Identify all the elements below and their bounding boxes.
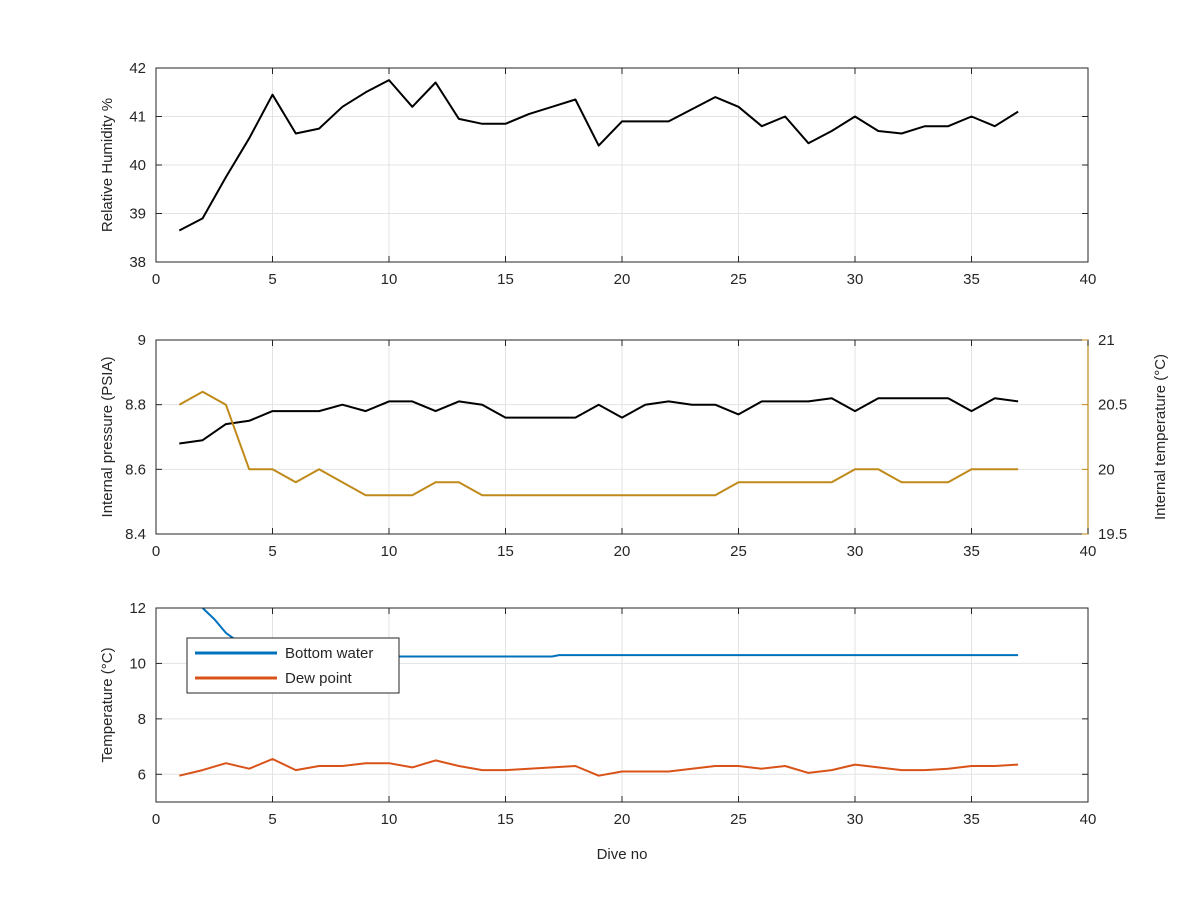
y-tick-label-right: 20.5 [1098,397,1127,414]
x-tick-label: 5 [268,811,276,828]
panel-3: 0 5 10 15 20 25 30 35 40 6 8 10 12 Temperature (°C) Di… [99,600,1096,863]
y-axis-label: Internal pressure (PSIA) [99,357,116,518]
y-tick-label-right: 20 [1098,461,1115,478]
y-tick-label: 6 [138,766,146,783]
y-tick-label: 8.6 [125,461,146,478]
y-axis-label-right: Internal temperature (°C) [1152,354,1169,520]
y-tick-label: 8.8 [125,397,146,414]
y-tick-label: 42 [129,60,146,77]
x-tick-label: 10 [381,543,398,560]
legend-box [186,637,400,694]
panel-2: 0 5 10 15 20 25 30 35 40 8.4 8.6 8.8 9 19.5 20 20.5 21 In… [99,332,1169,560]
x-tick-label: 5 [268,543,276,560]
legend: Bottom water Dew point [186,637,400,694]
x-tick-label: 10 [381,271,398,288]
series-2 [178,390,1019,497]
x-tick-label: 15 [497,811,514,828]
x-tick-label: 5 [268,271,276,288]
x-tick-label: 15 [497,543,514,560]
x-tick-label: 30 [847,271,864,288]
x-tick-label: 15 [497,271,514,288]
panel-1: 0 5 10 15 20 25 30 35 40 38 39 40 41 42 Relative Humid… [99,60,1096,288]
y-tick-label: 10 [129,655,146,672]
y-tick-label-right: 19.5 [1098,526,1127,543]
legend-label: Dew point [285,670,353,687]
x-tick-label: 35 [963,271,980,288]
series-line [178,390,1019,497]
x-tick-label: 0 [152,543,160,560]
legend-label: Bottom water [285,645,373,662]
x-tick-label: 20 [614,543,631,560]
x-tick-label: 35 [963,543,980,560]
series-line [179,758,1019,777]
y-tick-label: 8.4 [125,526,146,543]
y-axis-label: Relative Humidity % [99,98,116,232]
x-tick-label: 30 [847,543,864,560]
x-tick-label: 35 [963,811,980,828]
x-tick-label: 0 [152,271,160,288]
y-axis-label: Temperature (°C) [99,647,116,762]
y-tick-label: 39 [129,206,146,223]
x-tick-label: 40 [1080,811,1097,828]
series-1 [179,397,1019,445]
x-tick-label: 40 [1080,543,1097,560]
x-tick-label: 30 [847,811,864,828]
y-tick-label: 38 [129,254,146,271]
x-axis-label: Dive no [597,846,648,863]
y-tick-label: 12 [129,600,146,617]
x-tick-label: 25 [730,811,747,828]
y-tick-label: 41 [129,109,146,126]
y-tick-label: 9 [138,332,146,349]
y-tick-label: 8 [138,711,146,728]
x-tick-label: 25 [730,543,747,560]
x-tick-label: 0 [152,811,160,828]
series-1 [178,79,1019,232]
x-tick-label: 25 [730,271,747,288]
y-tick-label: 40 [129,157,146,174]
series-line [178,79,1019,232]
x-tick-label: 20 [614,271,631,288]
x-tick-label: 10 [381,811,398,828]
x-tick-label: 20 [614,811,631,828]
series-2 [179,758,1019,777]
x-tick-label: 40 [1080,271,1097,288]
y-tick-label-right: 21 [1098,332,1115,349]
